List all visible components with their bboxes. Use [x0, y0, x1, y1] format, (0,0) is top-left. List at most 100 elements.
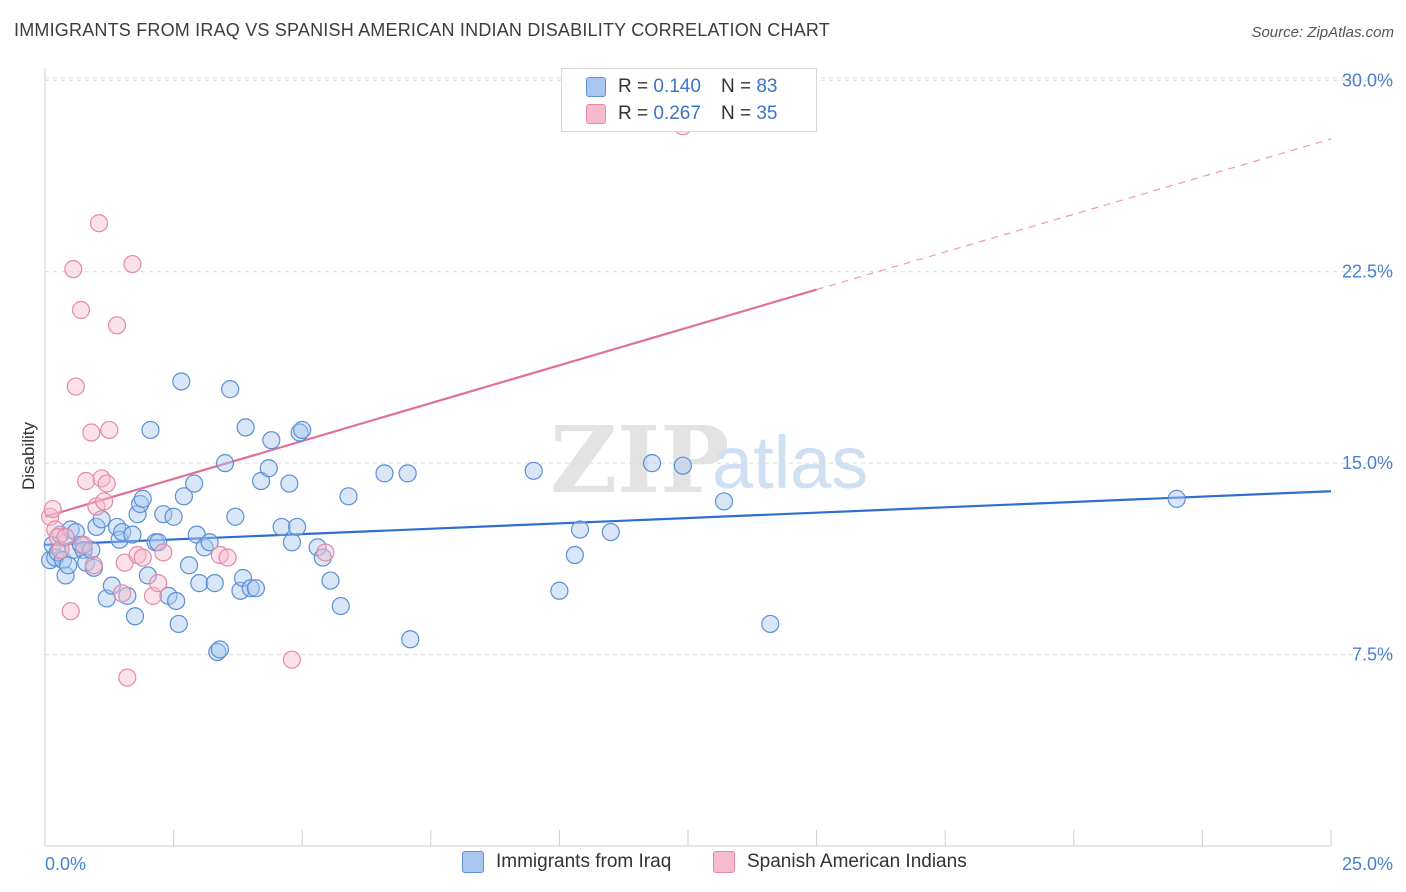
y-tick-label: 15.0%	[1342, 453, 1393, 473]
point-iraq	[123, 525, 142, 544]
point-spanish-american-indian	[92, 469, 111, 488]
point-spanish-american-indian	[316, 543, 335, 562]
y-tick-label: 7.5%	[1352, 645, 1393, 665]
series-swatch-pink	[713, 851, 735, 873]
point-spanish-american-indian	[71, 300, 91, 320]
point-spanish-american-indian	[64, 260, 83, 279]
point-iraq	[51, 525, 70, 544]
point-spanish-american-indian	[113, 584, 132, 603]
point-iraq	[233, 568, 253, 588]
point-iraq	[601, 522, 620, 542]
tick-labels: 7.5% 15.0% 22.5% 30.0% 0.0% 25.0%	[45, 70, 1393, 874]
point-iraq	[221, 380, 240, 399]
legend-swatch-blue	[586, 77, 606, 97]
point-iraq	[565, 545, 584, 565]
legend-r-label: R =	[618, 76, 649, 97]
point-iraq	[714, 492, 734, 511]
point-spanish-american-indian	[89, 214, 109, 233]
point-iraq	[290, 423, 309, 442]
point-iraq	[125, 607, 145, 626]
point-iraq	[236, 418, 255, 437]
y-tick-label: 30.0%	[1342, 70, 1393, 90]
x-tick-label-min: 0.0%	[45, 854, 86, 874]
legend-n-label: N =	[720, 103, 752, 124]
point-iraq	[149, 533, 168, 552]
point-iraq	[262, 431, 281, 450]
point-iraq	[673, 456, 692, 475]
legend-n-value: 83	[756, 76, 778, 97]
legend-r-value: 0.140	[653, 76, 701, 97]
point-spanish-american-indian	[100, 420, 119, 440]
point-spanish-american-indian	[56, 528, 75, 547]
series-legend-spanish-american-indian: Spanish American Indians	[713, 851, 967, 873]
point-iraq	[524, 461, 543, 480]
point-spanish-american-indian	[128, 545, 147, 565]
point-iraq	[133, 489, 152, 508]
point-iraq	[246, 579, 266, 598]
point-iraq	[174, 487, 193, 506]
series-swatch-blue	[462, 851, 484, 873]
point-iraq	[131, 494, 150, 514]
point-iraq	[272, 517, 291, 537]
y-axis-label: Disability	[19, 421, 38, 490]
point-iraq	[321, 571, 340, 590]
point-iraq	[200, 533, 219, 552]
point-iraq	[339, 487, 358, 506]
point-spanish-american-indian	[97, 474, 116, 493]
point-iraq	[185, 474, 204, 493]
point-iraq	[282, 533, 302, 552]
legend-swatch-pink	[586, 104, 606, 124]
point-iraq	[208, 642, 227, 662]
series-legend-iraq: Immigrants from Iraq	[462, 851, 671, 873]
point-spanish-american-indian	[66, 377, 85, 396]
point-iraq	[167, 591, 186, 611]
point-iraq	[550, 581, 569, 600]
series-label-spanish-american-indian: Spanish American Indians	[747, 851, 967, 872]
point-iraq	[179, 556, 199, 575]
chart-title: IMMIGRANTS FROM IRAQ VS SPANISH AMERICAN…	[14, 20, 830, 40]
point-spanish-american-indian	[133, 548, 152, 567]
point-iraq	[259, 459, 278, 478]
point-iraq	[59, 556, 78, 575]
point-spanish-american-indian	[77, 471, 96, 491]
point-iraq	[205, 574, 224, 593]
axes	[44, 68, 1332, 847]
point-iraq	[761, 614, 780, 634]
watermark-atlas: atlas	[712, 421, 868, 504]
point-iraq	[226, 507, 245, 526]
legend-n-label: N =	[720, 76, 752, 97]
point-iraq	[1167, 489, 1186, 508]
data-points	[41, 117, 1186, 687]
point-spanish-american-indian	[43, 499, 62, 519]
point-iraq	[102, 576, 121, 595]
point-spanish-american-indian	[82, 423, 101, 442]
point-iraq	[280, 474, 299, 493]
point-iraq	[375, 464, 394, 483]
point-iraq	[169, 614, 188, 634]
point-iraq	[287, 517, 307, 537]
trend-line-iraq	[44, 490, 1332, 546]
point-iraq	[293, 420, 312, 440]
point-spanish-american-indian	[282, 650, 302, 669]
legend-n-value: 35	[756, 103, 778, 124]
point-iraq	[195, 538, 214, 557]
point-iraq	[570, 520, 590, 539]
point-spanish-american-indian	[149, 574, 168, 593]
legend-r-value: 0.267	[653, 103, 701, 124]
series-legend: Immigrants from Iraq Spanish American In…	[0, 851, 1406, 879]
trend-extension-spanish-american-indian	[816, 138, 1332, 291]
y-tick-label: 22.5%	[1342, 262, 1393, 282]
point-spanish-american-indian	[84, 556, 103, 575]
point-iraq	[331, 596, 350, 616]
point-spanish-american-indian	[118, 668, 137, 687]
point-iraq	[141, 420, 160, 440]
watermark-zip: ZIP	[550, 406, 729, 514]
point-iraq	[190, 574, 209, 593]
legend-r-label: R =	[618, 103, 649, 124]
point-iraq	[172, 372, 191, 391]
grid-lines	[45, 77, 1392, 656]
correlation-legend: R = 0.140 N = 83 R = 0.267 N = 35	[561, 68, 817, 132]
point-iraq	[241, 579, 260, 598]
trend-lines	[44, 138, 1332, 546]
